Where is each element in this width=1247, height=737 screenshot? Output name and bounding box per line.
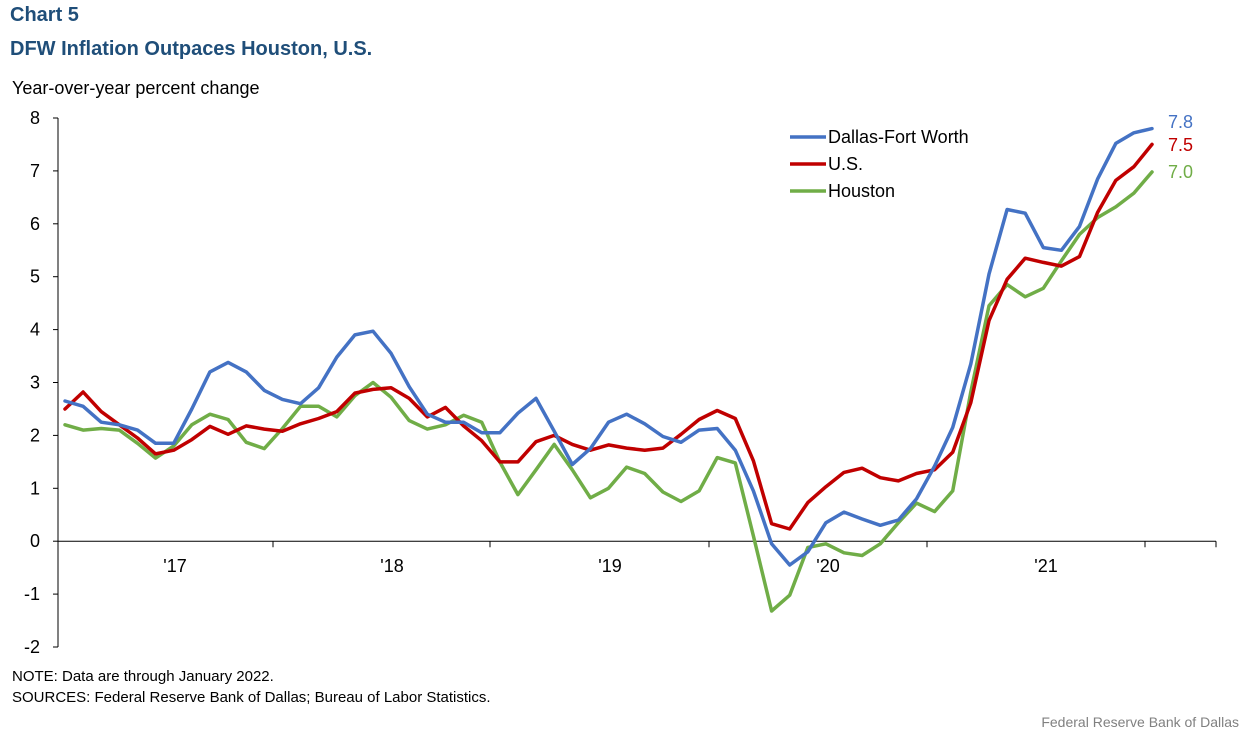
y-tick-label: 8 (30, 108, 40, 128)
x-tick-label: '18 (380, 556, 403, 576)
legend-label: Dallas-Fort Worth (828, 127, 969, 147)
y-tick-label: 2 (30, 425, 40, 445)
series-line-houston (63, 170, 1154, 613)
end-value-label: 7.5 (1168, 135, 1193, 155)
y-tick-label: 3 (30, 373, 40, 393)
legend-label: Houston (828, 181, 895, 201)
y-tick-label: 4 (30, 320, 40, 340)
y-tick-label: 5 (30, 267, 40, 287)
x-tick-label: '20 (816, 556, 839, 576)
chart-legend: Dallas-Fort Worth U.S. Houston (790, 127, 969, 201)
x-tick-label: '21 (1034, 556, 1057, 576)
chart-number: Chart 5 (10, 4, 79, 26)
x-tick-label: '19 (598, 556, 621, 576)
footnote-sources: SOURCES: Federal Reserve Bank of Dallas;… (12, 689, 491, 706)
chart-end-labels: 7.8 7.5 7.0 (1168, 112, 1193, 182)
y-tick-label: 1 (30, 478, 40, 498)
y-tick-label: 7 (30, 161, 40, 181)
y-tick-label: -2 (24, 637, 40, 657)
series-line-dallas-fort-worth (63, 126, 1154, 567)
y-axis-label: Year-over-year percent change (12, 78, 260, 98)
y-tick-label: -1 (24, 584, 40, 604)
legend-label: U.S. (828, 154, 863, 174)
publisher-credit: Federal Reserve Bank of Dallas (1041, 714, 1239, 730)
x-tick-label: '17 (163, 556, 186, 576)
y-tick-label: 6 (30, 214, 40, 234)
y-tick-label: 0 (30, 531, 40, 551)
chart-axes: 8 7 6 5 4 3 2 1 0 -1 -2 '17 '18 '19 '20 '21 (24, 108, 1217, 657)
end-value-label: 7.8 (1168, 112, 1193, 132)
footnote-note: NOTE: Data are through January 2022. (12, 668, 274, 685)
end-value-label: 7.0 (1168, 162, 1193, 182)
chart-title: DFW Inflation Outpaces Houston, U.S. (10, 38, 373, 60)
chart-series (63, 126, 1154, 613)
series-line-u-s- (63, 142, 1154, 531)
